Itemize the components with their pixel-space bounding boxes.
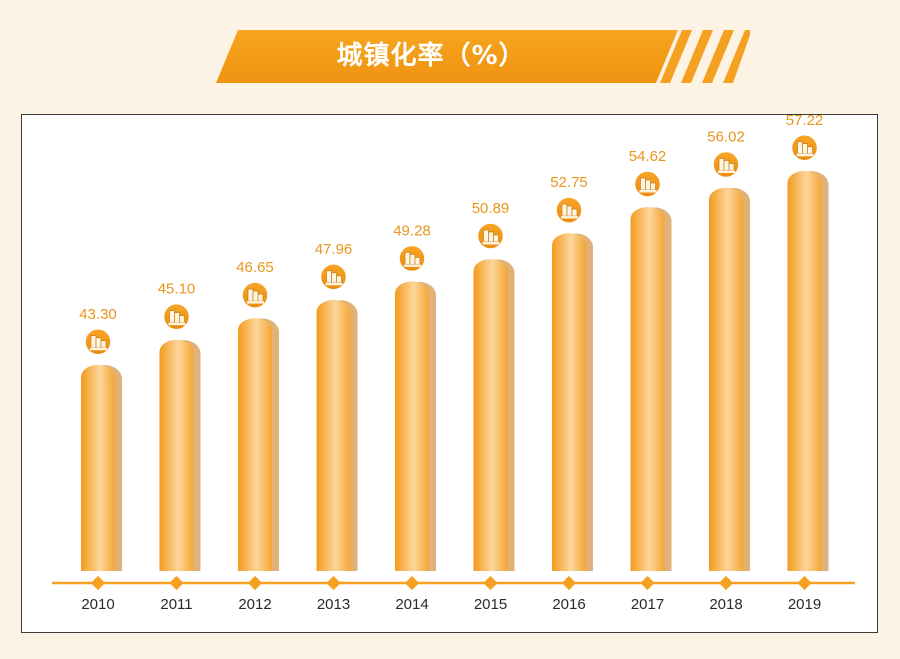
axis-marker bbox=[561, 575, 577, 591]
data-label: 47.96 bbox=[315, 241, 353, 258]
coin-stack-icon bbox=[555, 196, 583, 224]
bar bbox=[787, 170, 822, 571]
axis-marker bbox=[483, 575, 498, 591]
axis-marker bbox=[640, 575, 655, 591]
bar bbox=[159, 339, 194, 571]
title-banner-shape bbox=[216, 30, 678, 83]
coin-stack-icon bbox=[712, 150, 740, 179]
x-tick-label: 2013 bbox=[317, 596, 350, 613]
coin-stack-icon bbox=[633, 170, 662, 198]
bar-group: 43.30 2010 bbox=[79, 306, 122, 613]
x-tick-label: 2018 bbox=[709, 596, 742, 613]
bar bbox=[630, 207, 665, 571]
x-tick-label: 2019 bbox=[788, 596, 821, 613]
bar bbox=[552, 233, 586, 571]
bar bbox=[709, 187, 743, 571]
bar-chart: 43.30 2010 45.10 2011 46.65 2012 47.96 2013 49.2… bbox=[52, 115, 855, 613]
coin-stack-icon bbox=[476, 222, 505, 250]
coin-stack-icon bbox=[398, 244, 426, 273]
coin-stack-icon bbox=[319, 263, 348, 291]
coin-stack-icon bbox=[84, 328, 112, 356]
data-label: 49.28 bbox=[393, 222, 431, 239]
x-tick-label: 2015 bbox=[474, 596, 507, 613]
data-label: 54.62 bbox=[629, 148, 667, 165]
banner-stripes bbox=[660, 30, 750, 83]
bar bbox=[473, 259, 508, 571]
data-label: 50.89 bbox=[472, 200, 510, 217]
chart-panel: 43.30 2010 45.10 2011 46.65 2012 47.96 2013 49.2… bbox=[21, 114, 878, 633]
axis-marker bbox=[404, 575, 420, 591]
bar-group: 56.02 2018 bbox=[707, 128, 750, 613]
coin-stack-icon bbox=[790, 134, 819, 162]
bar-group: 50.89 2015 bbox=[472, 200, 515, 613]
x-tick-label: 2011 bbox=[160, 596, 192, 613]
bar-group: 54.62 2017 bbox=[629, 148, 672, 613]
axis-marker bbox=[797, 575, 812, 591]
axis-marker bbox=[718, 575, 734, 591]
x-tick-label: 2014 bbox=[395, 596, 428, 613]
bar bbox=[395, 281, 429, 571]
title-banner: 城镇化率（%） bbox=[216, 30, 678, 83]
data-label: 52.75 bbox=[550, 174, 588, 191]
data-label: 56.02 bbox=[707, 128, 745, 145]
bar-group: 45.10 2011 bbox=[158, 281, 201, 613]
data-label: 57.22 bbox=[786, 115, 824, 129]
chart-title: 城镇化率（%） bbox=[336, 41, 526, 71]
x-tick-label: 2016 bbox=[552, 596, 585, 613]
data-label: 45.10 bbox=[158, 281, 196, 298]
bar bbox=[81, 364, 115, 571]
data-label: 46.65 bbox=[236, 259, 274, 276]
data-label: 43.30 bbox=[79, 306, 117, 323]
bar-group: 52.75 2016 bbox=[550, 174, 593, 613]
axis-marker bbox=[90, 575, 106, 591]
coin-stack-icon bbox=[162, 302, 191, 331]
axis-marker bbox=[247, 575, 263, 591]
bar-group: 49.28 2014 bbox=[393, 222, 436, 613]
bar-group: 47.96 2013 bbox=[315, 241, 358, 613]
bar bbox=[316, 299, 351, 571]
x-tick-label: 2017 bbox=[631, 596, 664, 613]
axis-marker bbox=[326, 575, 341, 591]
bar-group: 57.22 2019 bbox=[786, 115, 829, 613]
bar bbox=[238, 318, 272, 571]
x-tick-label: 2010 bbox=[81, 596, 114, 613]
coin-stack-icon bbox=[241, 281, 269, 309]
axis-marker bbox=[169, 575, 184, 591]
x-tick-label: 2012 bbox=[238, 596, 271, 613]
bar-group: 46.65 2012 bbox=[236, 259, 279, 613]
